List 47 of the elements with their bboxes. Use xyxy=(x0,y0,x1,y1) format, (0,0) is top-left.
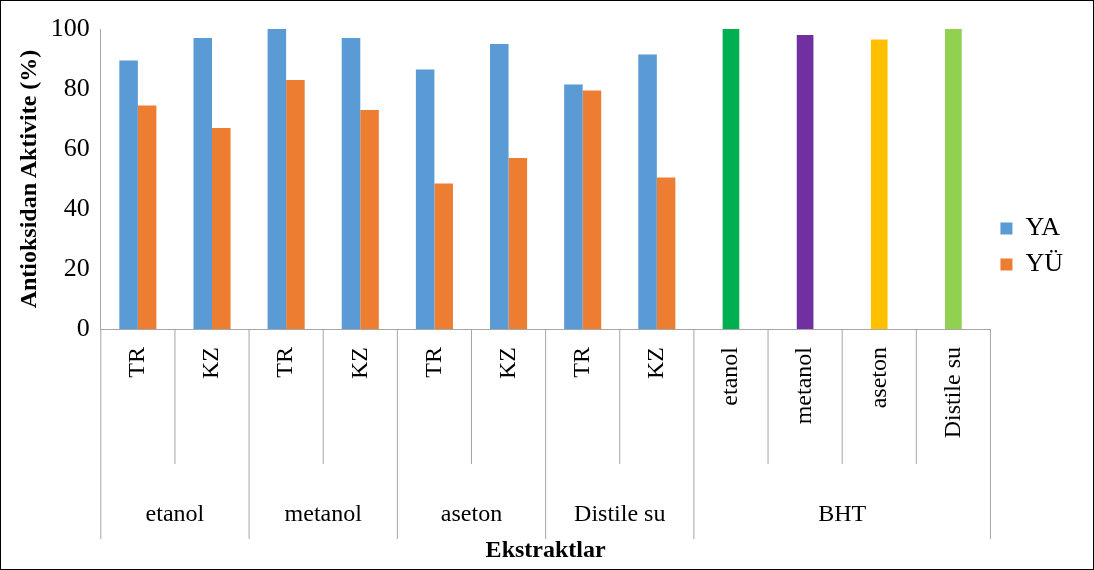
y-tick-label: 40 xyxy=(63,192,90,222)
bar xyxy=(341,38,361,329)
bar xyxy=(722,29,740,329)
text: aseton xyxy=(440,500,503,527)
bar xyxy=(945,29,962,329)
legend-label: YA xyxy=(1025,212,1061,242)
x-tick-label: KZ xyxy=(345,347,372,379)
y-tick-label: 0 xyxy=(76,312,90,342)
x-axis-title: Ekstraktlar xyxy=(485,536,606,563)
bar xyxy=(490,44,509,329)
bar xyxy=(212,128,231,329)
bar xyxy=(656,177,676,329)
y-axis-title: Antioksidan Aktivite (%) xyxy=(14,49,41,309)
y-tick-label: 100 xyxy=(50,12,90,42)
bar xyxy=(267,29,287,329)
bar xyxy=(360,110,379,329)
y-tick-label: 60 xyxy=(63,132,90,162)
x-tick-label: KZ xyxy=(493,347,520,379)
bar xyxy=(434,183,453,329)
x-tick-label: TR xyxy=(567,347,594,378)
x-tick-label: KZ xyxy=(197,347,224,379)
bar xyxy=(582,90,602,329)
x-tick-label: TR xyxy=(419,347,446,378)
text: metanol xyxy=(284,500,363,527)
y-tick-label: 80 xyxy=(63,72,90,102)
y-tick-label: 20 xyxy=(63,252,90,282)
bar xyxy=(796,35,814,329)
bar xyxy=(638,54,657,329)
x-tick-label: KZ xyxy=(642,347,669,379)
bar xyxy=(119,60,138,329)
bar xyxy=(870,39,888,329)
x-tick-label: TR xyxy=(123,347,150,378)
x-tick-label: TR xyxy=(271,347,298,378)
bar xyxy=(415,69,435,329)
bar xyxy=(286,80,305,329)
text: BHT xyxy=(818,500,867,527)
text: Distile su xyxy=(574,500,666,527)
x-tick-label: metanol xyxy=(790,346,817,425)
bar xyxy=(564,84,583,329)
x-tick-label: aseton xyxy=(864,347,891,409)
bar xyxy=(193,38,213,329)
x-tick-label: Distile su xyxy=(938,347,965,439)
text: etanol xyxy=(145,500,205,527)
bar xyxy=(508,158,528,329)
x-tick-label: etanol xyxy=(716,346,743,406)
legend-label: YÜ xyxy=(1025,248,1064,278)
bar xyxy=(137,105,157,329)
